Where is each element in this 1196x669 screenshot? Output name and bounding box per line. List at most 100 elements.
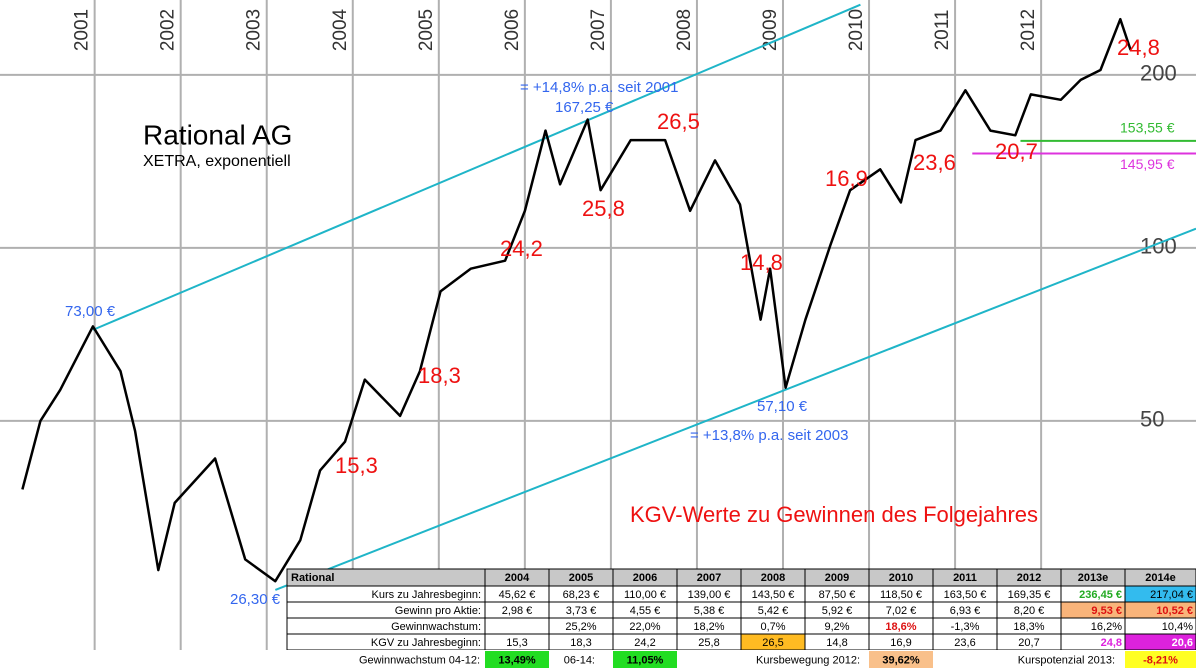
table-value: 16,2%	[1091, 621, 1122, 633]
table-value: 5,92 €	[822, 605, 853, 617]
table-value: 236,45 €	[1079, 589, 1122, 601]
table-value: 8,20 €	[1014, 605, 1045, 617]
table-value: 24,2	[634, 637, 655, 649]
table-footer-cell	[869, 651, 933, 668]
table-footer-label: Kurspotenzial 2013:	[1018, 654, 1115, 666]
x-tick-label: 2011	[932, 10, 953, 51]
x-tick-label: 2012	[1018, 9, 1039, 51]
annotation: 57,10 €	[757, 398, 808, 415]
table-value: 20,6	[1172, 637, 1193, 649]
table-value: 163,50 €	[944, 589, 987, 601]
annotation: 20,7	[995, 139, 1038, 164]
table-header: 2008	[761, 572, 785, 584]
table-footer-label: Kursbewegung 2012:	[756, 654, 860, 666]
table-value: 110,00 €	[624, 589, 666, 601]
table-header: 2004	[505, 572, 530, 584]
price-line	[21, 17, 1132, 583]
table-value: 16,9	[890, 637, 911, 649]
table-footer-value: -8,21%	[1143, 654, 1178, 666]
table-value: 10,52 €	[1156, 605, 1193, 617]
table-footer-cell	[485, 651, 549, 668]
table-value: 7,02 €	[886, 605, 917, 617]
x-tick-label: 2004	[330, 8, 351, 51]
table-header: 2012	[1017, 572, 1041, 584]
x-tick-label: 2003	[244, 9, 265, 51]
table-value: 22,0%	[629, 621, 660, 633]
table-footer-cell	[613, 651, 677, 668]
target-label: 145,95 €	[1120, 156, 1175, 172]
annotation: = +14,8% p.a. seit 2001	[520, 79, 678, 96]
table-value: Gewinnwachstum:	[391, 621, 481, 633]
table-header: 2013e	[1078, 572, 1109, 584]
annotation: 23,6	[913, 150, 956, 175]
table-header: 2009	[825, 572, 849, 584]
x-tick-label: 2006	[502, 9, 523, 51]
chart-note: KGV-Werte zu Gewinnen des Folgejahres	[630, 502, 1038, 527]
table-value: 68,23 €	[563, 589, 600, 601]
x-tick-label: 2008	[674, 9, 695, 51]
table-header: 2006	[633, 572, 657, 584]
table-value: 20,7	[1018, 637, 1039, 649]
table-value: 3,73 €	[566, 605, 597, 617]
annotation: 25,8	[582, 196, 625, 221]
annotation: 26,5	[657, 109, 700, 134]
table-value: 169,35 €	[1008, 589, 1051, 601]
table-value: 6,93 €	[950, 605, 981, 617]
target-label: 153,55 €	[1120, 120, 1175, 136]
table-header: Rational	[291, 572, 334, 584]
table-value: 18,3%	[1013, 621, 1044, 633]
table-footer-label: Gewinnwachstum 04-12:	[359, 654, 480, 666]
table-cell	[484, 617, 550, 635]
table-value: 87,50 €	[819, 589, 856, 601]
plot: 153,55 € 145,95 € 73,00 € 26,30 € 167,25 € 57…	[21, 3, 1196, 608]
annotation: 167,25 €	[555, 99, 614, 116]
table-value: 139,00 €	[688, 589, 731, 601]
table-value: 5,38 €	[694, 605, 725, 617]
table-value: 10,4%	[1162, 621, 1193, 633]
table-value: 25,8	[698, 637, 719, 649]
table-value: 23,6	[954, 637, 975, 649]
table-value: 143,50 €	[752, 589, 795, 601]
annotation: 24,8	[1117, 35, 1160, 60]
table-value: 18,2%	[693, 621, 724, 633]
table-footer-value: 13,49%	[498, 654, 536, 666]
table-header: 2007	[697, 572, 721, 584]
x-tick-label: 2002	[158, 9, 179, 51]
annotation: 14,8	[740, 250, 783, 275]
x-tick-label: 2010	[846, 9, 867, 51]
x-tick-label: 2007	[588, 9, 609, 51]
table-footer-value: 39,62%	[882, 654, 920, 666]
table-footer-bg	[0, 650, 1196, 669]
x-tick-label: 2005	[416, 9, 437, 51]
table-value: 118,50 €	[880, 589, 922, 601]
annotation: 24,2	[500, 236, 543, 261]
chart-title: Rational AG	[143, 119, 292, 150]
table-header: 2005	[569, 572, 593, 584]
table-value: 9,2%	[824, 621, 849, 633]
annotation: = +13,8% p.a. seit 2003	[690, 427, 848, 444]
annotation: 26,30 €	[230, 591, 281, 608]
table-value: Kurs zu Jahresbeginn:	[372, 589, 481, 601]
table-value: 2,98 €	[502, 605, 533, 617]
table-value: 0,7%	[760, 621, 785, 633]
table-value: 14,8	[826, 637, 847, 649]
table-footer-cell	[1125, 651, 1196, 668]
table-footer-label: 06-14:	[564, 654, 595, 666]
table-value: 45,62 €	[499, 589, 536, 601]
table-value: 25,2%	[565, 621, 596, 633]
table-footer-value: 11,05%	[627, 654, 664, 666]
table-header: 2014e	[1145, 572, 1176, 584]
annotation: 16,9	[825, 166, 868, 191]
annotation: 18,3	[418, 363, 461, 388]
table-value: 26,5	[762, 637, 783, 649]
annotation: 15,3	[335, 453, 378, 478]
table-value: -1,3%	[951, 621, 980, 633]
table-value: 5,42 €	[758, 605, 789, 617]
table-value: 18,3	[570, 637, 591, 649]
y-tick-label: 50	[1140, 407, 1164, 432]
table-value: 18,6%	[885, 621, 916, 633]
table-value: 15,3	[506, 637, 527, 649]
